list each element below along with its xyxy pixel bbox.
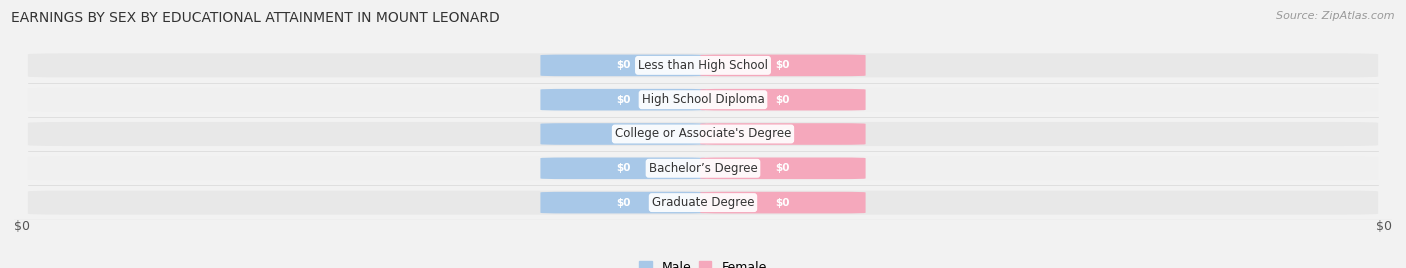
Text: High School Diploma: High School Diploma — [641, 93, 765, 106]
Text: College or Associate's Degree: College or Associate's Degree — [614, 128, 792, 140]
Text: Bachelor’s Degree: Bachelor’s Degree — [648, 162, 758, 175]
FancyBboxPatch shape — [540, 123, 706, 145]
FancyBboxPatch shape — [28, 122, 1378, 146]
Text: $0: $0 — [776, 129, 790, 139]
Text: $0: $0 — [1376, 221, 1392, 233]
FancyBboxPatch shape — [700, 192, 866, 213]
FancyBboxPatch shape — [540, 89, 706, 110]
FancyBboxPatch shape — [700, 55, 866, 76]
Text: $0: $0 — [616, 95, 630, 105]
FancyBboxPatch shape — [28, 156, 1378, 180]
Text: $0: $0 — [14, 221, 30, 233]
FancyBboxPatch shape — [540, 55, 706, 76]
FancyBboxPatch shape — [28, 88, 1378, 112]
Legend: Male, Female: Male, Female — [634, 256, 772, 268]
FancyBboxPatch shape — [700, 123, 866, 145]
Text: $0: $0 — [776, 163, 790, 173]
FancyBboxPatch shape — [28, 191, 1378, 215]
FancyBboxPatch shape — [28, 53, 1378, 77]
FancyBboxPatch shape — [540, 158, 706, 179]
Text: $0: $0 — [616, 60, 630, 70]
Text: $0: $0 — [616, 198, 630, 208]
Text: $0: $0 — [776, 198, 790, 208]
FancyBboxPatch shape — [540, 192, 706, 213]
Text: Graduate Degree: Graduate Degree — [652, 196, 754, 209]
Text: EARNINGS BY SEX BY EDUCATIONAL ATTAINMENT IN MOUNT LEONARD: EARNINGS BY SEX BY EDUCATIONAL ATTAINMEN… — [11, 11, 501, 25]
Text: Source: ZipAtlas.com: Source: ZipAtlas.com — [1277, 11, 1395, 21]
Text: $0: $0 — [616, 129, 630, 139]
Text: $0: $0 — [616, 163, 630, 173]
FancyBboxPatch shape — [700, 89, 866, 110]
Text: $0: $0 — [776, 95, 790, 105]
Text: Less than High School: Less than High School — [638, 59, 768, 72]
Text: $0: $0 — [776, 60, 790, 70]
FancyBboxPatch shape — [700, 158, 866, 179]
